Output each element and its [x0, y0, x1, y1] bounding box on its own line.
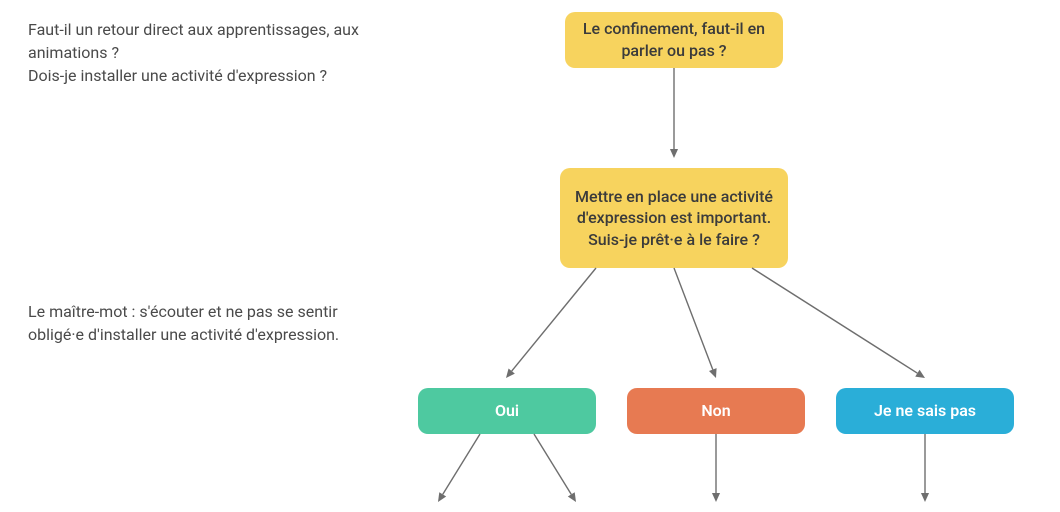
side-text-2: Le maître-mot : s'écouter et ne pas se s…	[28, 300, 378, 346]
node-oui: Oui	[418, 388, 596, 434]
side-text-1: Faut-il un retour direct aux apprentissa…	[28, 18, 398, 88]
node-je-ne-sais-pas: Je ne sais pas	[836, 388, 1014, 434]
node-ready-question: Mettre en place une activité d'expressio…	[560, 168, 788, 268]
node-non: Non	[627, 388, 805, 434]
node-label: Je ne sais pas	[874, 400, 976, 422]
node-label: Mettre en place une activité d'expressio…	[574, 186, 774, 251]
node-label: Le confinement, faut-il en parler ou pas…	[579, 18, 769, 61]
node-label: Oui	[495, 400, 519, 422]
node-confinement-question: Le confinement, faut-il en parler ou pas…	[565, 12, 783, 68]
node-label: Non	[701, 400, 730, 422]
